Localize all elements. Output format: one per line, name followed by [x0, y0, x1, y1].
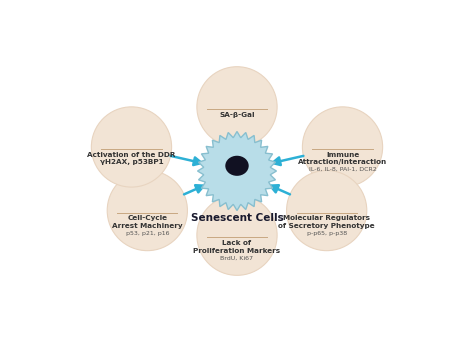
Polygon shape [198, 131, 276, 210]
Ellipse shape [225, 156, 249, 176]
Ellipse shape [197, 195, 277, 275]
Text: IL-6, IL-8, PAI-1, DCR2: IL-6, IL-8, PAI-1, DCR2 [309, 167, 376, 172]
Text: Lack of
Proliferation Markers: Lack of Proliferation Markers [193, 240, 281, 253]
Ellipse shape [197, 67, 277, 147]
Text: Immune
Attraction/Interaction: Immune Attraction/Interaction [298, 152, 387, 165]
Text: Molecular Regulators
of Secretory Phenotype: Molecular Regulators of Secretory Phenot… [278, 215, 375, 229]
Text: Activation of the DDR
γH2AX, p53BP1: Activation of the DDR γH2AX, p53BP1 [87, 152, 176, 165]
Text: p53, p21, p16: p53, p21, p16 [126, 231, 169, 236]
Text: SA-β-Gal: SA-β-Gal [219, 112, 255, 117]
Text: p-p65, p-p38: p-p65, p-p38 [307, 231, 347, 236]
Text: Cell-Cycle
Arrest Machinery: Cell-Cycle Arrest Machinery [112, 215, 182, 229]
Text: BrdU, Ki67: BrdU, Ki67 [220, 255, 254, 260]
Ellipse shape [287, 171, 367, 251]
Ellipse shape [302, 107, 383, 187]
Text: Senescent Cells: Senescent Cells [191, 213, 283, 223]
Ellipse shape [107, 171, 187, 251]
Ellipse shape [91, 107, 172, 187]
